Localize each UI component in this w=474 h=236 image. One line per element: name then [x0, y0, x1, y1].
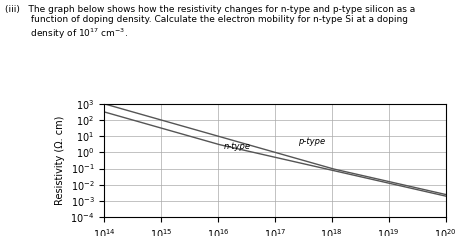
Text: (iii)   The graph below shows how the resistivity changes for n-type and p-type : (iii) The graph below shows how the resi… — [5, 5, 415, 41]
Text: n-type: n-type — [224, 142, 251, 151]
Text: p-type: p-type — [298, 137, 325, 146]
Y-axis label: Resistivity (Ω. cm): Resistivity (Ω. cm) — [55, 116, 65, 205]
